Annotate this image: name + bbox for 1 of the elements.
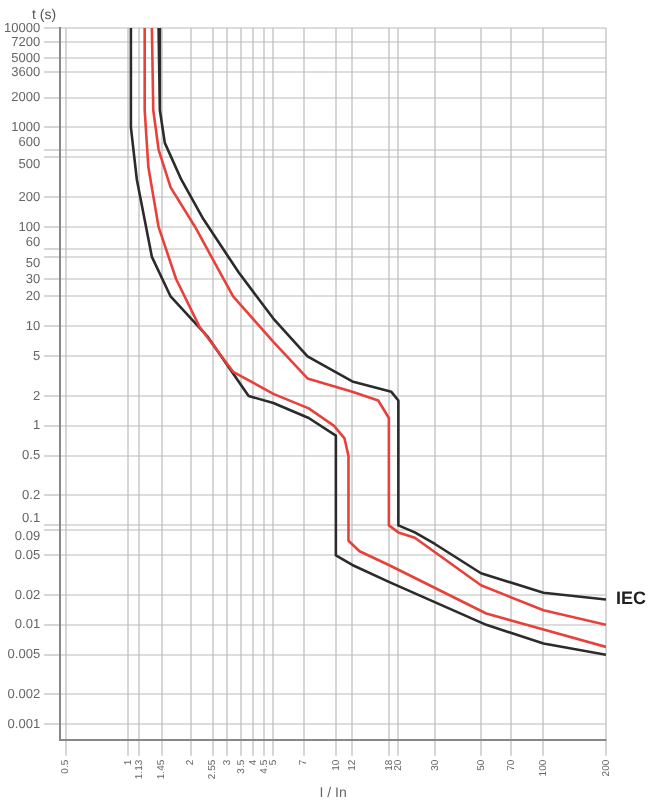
series-label: IEC [616, 588, 648, 609]
